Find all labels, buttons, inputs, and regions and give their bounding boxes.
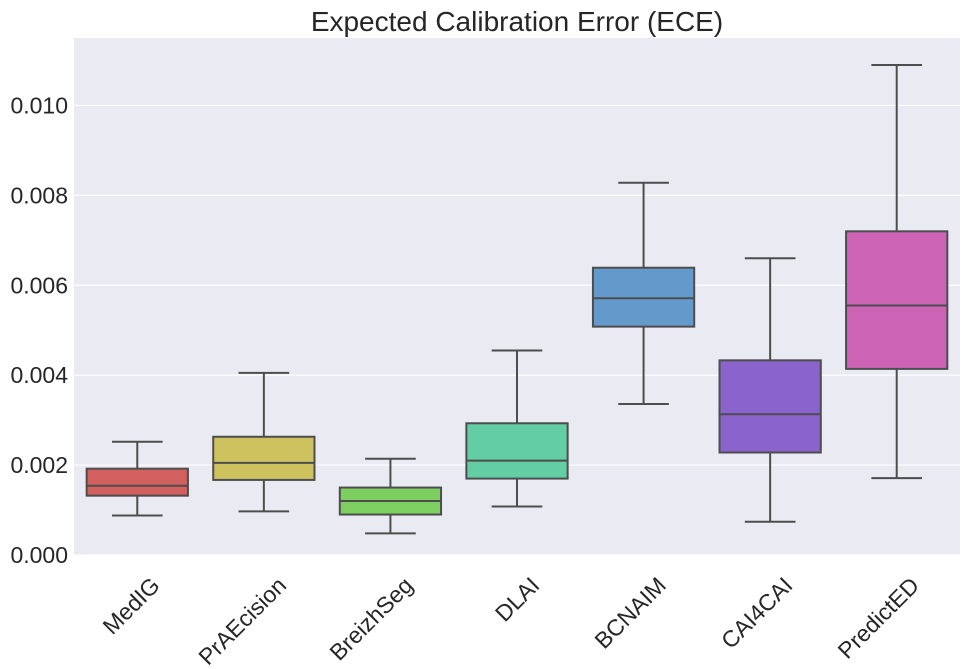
iqr-box — [591, 266, 696, 328]
x-tick-label: MedIG — [98, 572, 165, 639]
x-axis-ticks: MedIG PrAEcision BreizhSeg DLAI BCNAIM CAI4CA… — [98, 572, 925, 669]
chart-title: Expected Calibration Error (ECE) — [311, 6, 723, 37]
iqr-box — [212, 435, 316, 481]
y-axis-ticks: 0.000 0.002 0.004 0.006 0.008 0.010 — [10, 92, 68, 568]
box-medig — [85, 440, 189, 517]
box-breizhseg — [338, 457, 443, 535]
box-bcnaim — [591, 181, 696, 405]
iqr-box — [718, 359, 822, 454]
x-tick-label: DLAI — [490, 572, 545, 627]
y-tick-label: 0.006 — [10, 272, 68, 298]
iqr-box — [85, 467, 189, 497]
box-praecision — [212, 371, 316, 513]
box-cai4cai — [718, 257, 822, 523]
x-tick-label: BCNAIM — [589, 572, 671, 654]
y-tick-label: 0.000 — [10, 542, 68, 568]
y-tick-label: 0.008 — [10, 182, 68, 208]
box-dlai — [465, 349, 569, 508]
x-tick-label: PrAEcision — [193, 572, 291, 669]
y-tick-label: 0.002 — [10, 452, 68, 478]
box-series — [85, 63, 949, 535]
x-tick-label: BreizhSeg — [324, 572, 417, 665]
y-tick-label: 0.004 — [10, 362, 68, 388]
iqr-box — [465, 422, 569, 480]
x-tick-label: CAI4CAI — [716, 572, 798, 654]
iqr-box — [845, 230, 949, 370]
y-tick-label: 0.010 — [10, 92, 68, 118]
box-predicted — [845, 63, 949, 480]
x-tick-label: PredictED — [833, 572, 925, 664]
